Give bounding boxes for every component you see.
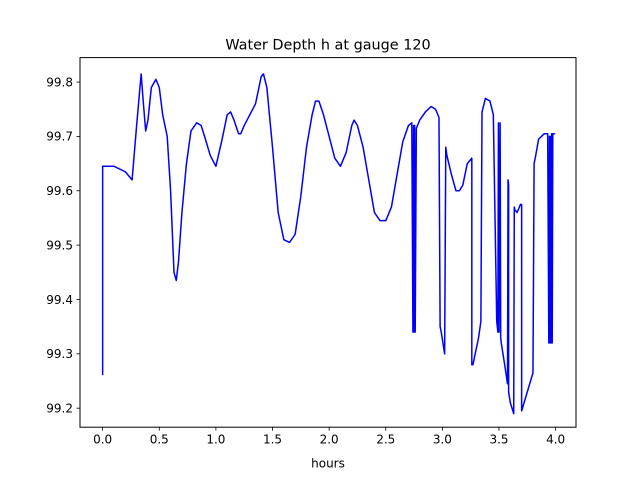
plot-frame bbox=[79, 57, 577, 428]
plot-area bbox=[80, 57, 576, 428]
x-tick-label: 1.0 bbox=[206, 433, 225, 447]
y-tick-label: 99.6 bbox=[46, 184, 73, 198]
x-tick-label: 2.0 bbox=[320, 433, 339, 447]
y-tick-label: 99.3 bbox=[46, 347, 73, 361]
x-axis-label: hours bbox=[311, 457, 345, 471]
series-layer bbox=[101, 73, 556, 415]
x-axis: 0.0 0.5 1.0 1.5 2.0 2.5 3.0 3.5 4.0 bbox=[93, 427, 565, 447]
chart-title: Water Depth h at gauge 120 bbox=[225, 38, 430, 54]
x-tick-label: 0.0 bbox=[93, 433, 112, 447]
y-tick-label: 99.4 bbox=[46, 293, 73, 307]
x-tick-label: 3.0 bbox=[433, 433, 452, 447]
x-tick-label: 1.5 bbox=[263, 433, 282, 447]
series-line bbox=[101, 73, 556, 415]
x-tick-label: 0.5 bbox=[150, 433, 169, 447]
x-tick-label: 4.0 bbox=[546, 433, 565, 447]
y-tick-label: 99.5 bbox=[46, 238, 73, 252]
y-tick-label: 99.7 bbox=[46, 130, 73, 144]
y-tick-label: 99.8 bbox=[46, 75, 73, 89]
y-tick-label: 99.2 bbox=[46, 401, 73, 415]
y-axis: 99.2 99.3 99.4 99.5 99.6 99.7 99.8 bbox=[46, 75, 80, 415]
x-tick-label: 2.5 bbox=[376, 433, 395, 447]
x-tick-label: 3.5 bbox=[489, 433, 508, 447]
